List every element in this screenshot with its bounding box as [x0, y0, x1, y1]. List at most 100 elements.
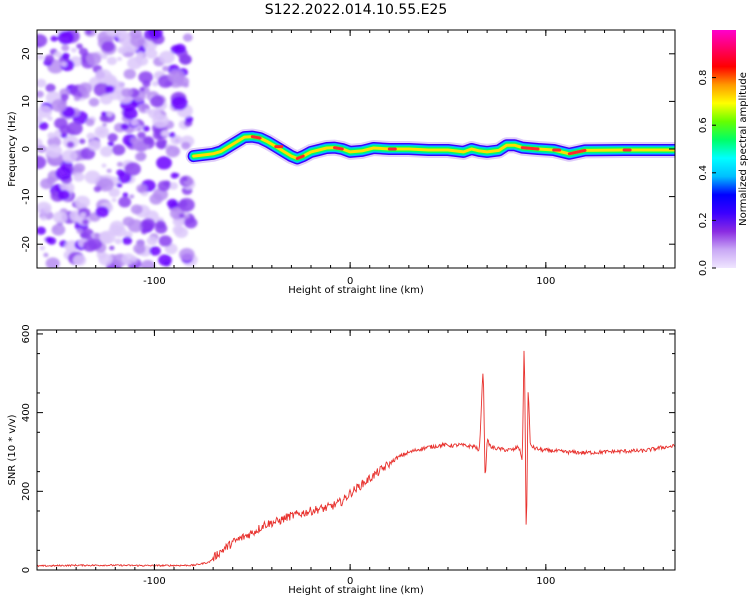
noise-blob: [182, 176, 188, 182]
noise-blob: [43, 252, 49, 258]
noise-blob: [55, 166, 72, 181]
noise-blob: [158, 235, 173, 247]
x-tick-label: -100: [143, 576, 166, 587]
noise-blob: [97, 177, 114, 192]
noise-blob: [95, 69, 112, 84]
colorbar: 0.0 0.2 0.4 0.6 0.8 Normalized spectral ampl…: [698, 30, 749, 276]
noise-blob: [178, 213, 185, 219]
noise-blob: [47, 132, 56, 139]
noise-blob: [158, 254, 172, 266]
noise-blob: [140, 218, 156, 231]
noise-blob: [79, 212, 87, 218]
noise-blob: [152, 188, 169, 201]
snr-panel: -100 0 100 0 200 400 600 Height of straight l…: [7, 324, 676, 596]
noise-blob: [183, 82, 189, 88]
ridge-hot-segment: [567, 148, 587, 156]
noise-blob: [47, 116, 53, 121]
noise-blob: [136, 152, 147, 161]
noise-blob: [146, 109, 153, 115]
noise-blob: [143, 136, 154, 145]
y-tick-label: 400: [21, 403, 32, 422]
ridge-hot-segment: [295, 154, 305, 160]
y-tick-label: 200: [21, 482, 32, 501]
noise-blob: [80, 147, 96, 160]
ridge-hot-segment: [333, 146, 344, 151]
x-tick-label: 100: [536, 276, 555, 287]
noise-blob: [120, 123, 129, 130]
noise-blob: [99, 114, 109, 122]
noise-blob: [79, 228, 95, 241]
noise-blob: [85, 118, 95, 127]
noise-blob: [73, 254, 87, 266]
spectrogram-ylabel: Frequency (Hz): [7, 111, 18, 187]
x-tick-label: 0: [347, 576, 353, 587]
noise-blob: [182, 33, 193, 42]
noise-blob: [37, 78, 47, 88]
noise-blob: [76, 228, 83, 234]
noise-blob: [162, 65, 170, 72]
noise-blob: [99, 129, 106, 135]
noise-blob: [74, 195, 91, 209]
noise-blob: [154, 72, 160, 77]
snr-ylabel: SNR (10 * v/v): [7, 414, 18, 485]
noise-blob: [130, 34, 146, 48]
noise-blob: [100, 146, 113, 157]
noise-blob: [54, 51, 62, 58]
noise-blob: [86, 132, 96, 140]
noise-blob: [179, 248, 195, 261]
noise-blob: [106, 111, 113, 117]
spectrogram-plot-area: [37, 30, 675, 268]
noise-blob: [87, 237, 103, 250]
noise-blob: [116, 169, 125, 177]
snr-series-line: [37, 350, 675, 568]
y-tick-label: -10: [21, 188, 32, 204]
noise-blob: [44, 236, 53, 243]
y-tick-label: 0: [21, 567, 32, 573]
noise-blob: [66, 141, 75, 148]
noise-blob: [106, 56, 117, 66]
noise-blob: [129, 194, 135, 199]
noise-blob: [130, 255, 138, 262]
noise-blob: [154, 223, 168, 234]
noise-blob: [169, 182, 178, 190]
noise-blob: [99, 230, 116, 244]
noise-blob: [111, 198, 117, 202]
noise-blob: [116, 161, 123, 167]
noise-blob: [79, 138, 86, 144]
noise-blob: [106, 168, 112, 173]
noise-blob: [85, 52, 102, 66]
noise-blob: [95, 206, 109, 218]
noise-blob: [87, 139, 102, 151]
noise-blob: [124, 162, 141, 176]
noise-blob: [40, 215, 47, 221]
noise-blob: [170, 172, 179, 179]
noise-blob: [112, 144, 126, 156]
noise-blob: [168, 69, 185, 84]
figure-title: S122.2022.014.10.55.E25: [265, 2, 448, 18]
noise-blob: [57, 30, 74, 45]
noise-blob: [37, 54, 44, 61]
colorbar-tick-label: 0.8: [698, 70, 709, 86]
noise-blob: [61, 52, 70, 60]
noise-blob: [51, 99, 67, 113]
noise-blob: [166, 198, 179, 209]
noise-blob: [100, 53, 108, 60]
noise-blob: [172, 225, 184, 235]
noise-blob: [61, 149, 78, 163]
noise-blob: [127, 219, 144, 233]
noise-blob: [148, 30, 163, 40]
noise-blob: [171, 96, 188, 111]
noise-blob: [159, 50, 175, 64]
snr-plot-area: [37, 350, 675, 568]
noise-blob: [142, 125, 150, 132]
colorbar-tick-label: 0.4: [698, 165, 709, 181]
noise-blob: [60, 61, 67, 67]
noise-blob: [140, 259, 155, 268]
y-tick-label: 0: [21, 146, 32, 152]
noise-blob: [37, 226, 46, 235]
noise-blob: [185, 115, 194, 123]
noise-blob: [124, 231, 133, 239]
noise-blob: [138, 71, 154, 84]
